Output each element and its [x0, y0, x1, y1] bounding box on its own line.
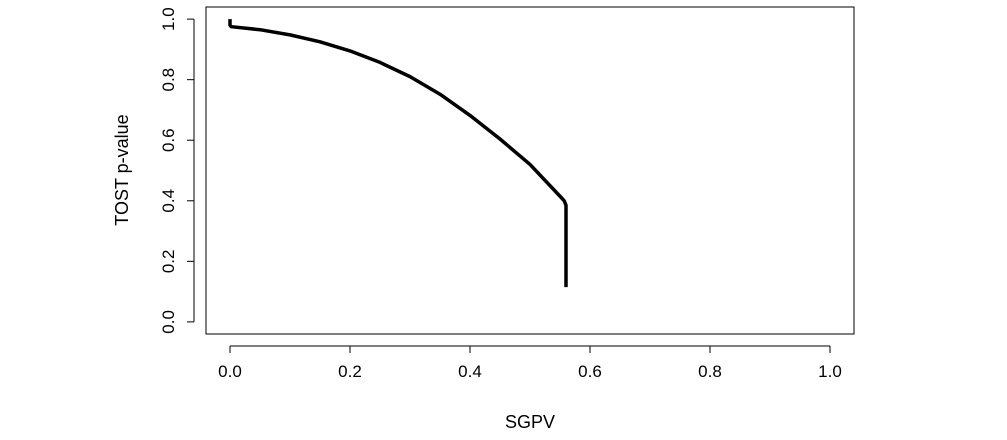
series-line-0: [228, 19, 568, 288]
x-axis-title: SGPV: [505, 412, 555, 432]
y-tick-label: 0.0: [159, 310, 178, 334]
y-tick-label: 1.0: [159, 7, 178, 31]
y-axis: 0.0 0.2 0.4 0.6 0.8 1.0: [159, 7, 195, 334]
x-tick-label: 0.2: [338, 362, 362, 381]
y-tick-label: 0.6: [159, 128, 178, 152]
plot-frame: [205, 6, 855, 335]
y-tick-label: 0.2: [159, 250, 178, 274]
y-tick-label: 0.4: [159, 189, 178, 213]
x-tick-label: 0.0: [218, 362, 242, 381]
x-tick-label: 1.0: [818, 362, 842, 381]
series-layer: [228, 19, 568, 288]
x-tick-label: 0.8: [698, 362, 722, 381]
x-tick-label: 0.6: [578, 362, 602, 381]
y-tick-label: 0.8: [159, 68, 178, 92]
y-axis-title: TOST p-value: [112, 114, 132, 225]
x-axis: 0.0 0.2 0.4 0.6 0.8 1.0: [218, 345, 842, 381]
x-tick-label: 0.4: [458, 362, 482, 381]
